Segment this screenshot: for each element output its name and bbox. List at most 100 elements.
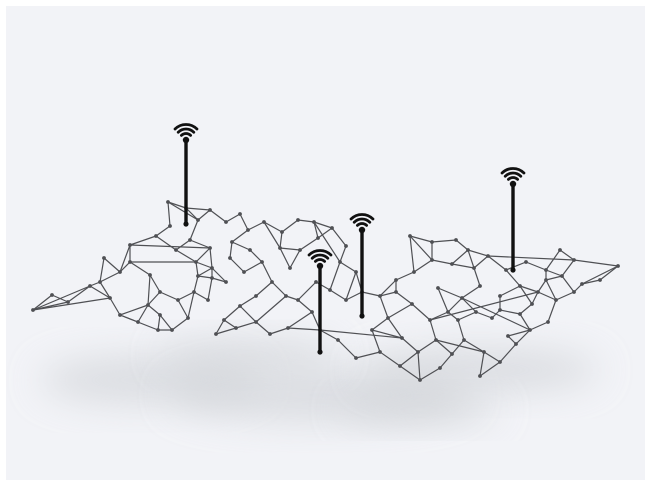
mesh-link xyxy=(129,261,151,276)
mesh-node xyxy=(248,248,252,252)
mesh-node xyxy=(370,328,374,332)
mesh-node xyxy=(310,310,314,314)
mesh-link xyxy=(269,327,289,335)
mesh-node xyxy=(416,350,420,354)
mesh-link xyxy=(195,247,211,263)
mesh-node xyxy=(31,308,35,312)
mesh-node xyxy=(450,262,454,266)
mesh-link xyxy=(99,281,111,299)
mesh-node xyxy=(456,318,460,322)
mesh-link xyxy=(189,219,199,241)
mesh-link xyxy=(429,291,539,321)
mesh-link xyxy=(89,285,111,299)
mesh-link xyxy=(479,351,485,377)
mesh-node xyxy=(88,284,92,288)
mesh-link xyxy=(249,249,263,263)
mesh-link xyxy=(519,303,533,315)
mesh-link xyxy=(499,285,521,297)
mesh-node xyxy=(498,360,502,364)
mesh-link xyxy=(207,277,213,301)
mesh-link xyxy=(225,213,241,223)
mesh-link xyxy=(99,257,105,283)
mesh-node xyxy=(280,230,284,234)
mesh-link xyxy=(223,319,237,329)
mesh-node xyxy=(148,273,152,277)
mesh-link xyxy=(239,295,257,307)
mesh-node xyxy=(412,270,416,274)
mesh-link xyxy=(371,329,381,353)
mesh-edges xyxy=(32,201,619,381)
mesh-node xyxy=(598,278,602,282)
antenna xyxy=(173,123,199,227)
mesh-node xyxy=(478,284,482,288)
antenna xyxy=(500,167,526,273)
mesh-link xyxy=(473,267,481,287)
mesh-link xyxy=(419,367,441,381)
mesh-link xyxy=(455,239,469,251)
mesh-node xyxy=(136,320,140,324)
mesh-link xyxy=(147,304,161,316)
mesh-node xyxy=(498,308,502,312)
mesh-node xyxy=(436,286,440,290)
mesh-link xyxy=(193,275,199,293)
mesh-link xyxy=(147,291,161,306)
mesh-node xyxy=(418,378,422,382)
mesh-link xyxy=(299,237,319,251)
mesh-link xyxy=(545,249,561,271)
mesh-link xyxy=(505,269,521,287)
mesh-node xyxy=(158,313,162,317)
mesh-node xyxy=(330,226,334,230)
mesh-node xyxy=(478,374,482,378)
mesh-nodes xyxy=(31,200,620,382)
mesh-node xyxy=(336,338,340,342)
mesh-node xyxy=(246,228,250,232)
mesh-node xyxy=(174,248,178,252)
mesh-link xyxy=(297,219,315,223)
mesh-node xyxy=(338,260,342,264)
mesh-node xyxy=(524,260,528,264)
mesh-link xyxy=(239,213,249,231)
mesh-link xyxy=(379,279,397,297)
mesh-node xyxy=(398,364,402,368)
mesh-link xyxy=(67,285,91,303)
mesh-node xyxy=(466,248,470,252)
mesh-node xyxy=(158,290,162,294)
mesh-node xyxy=(206,298,210,302)
mesh-node xyxy=(156,328,160,332)
mesh-node xyxy=(504,268,508,272)
mesh-link xyxy=(297,299,313,313)
mesh-link xyxy=(279,231,283,249)
mesh-link xyxy=(211,277,227,283)
mesh-node xyxy=(450,352,454,356)
wifi-icon xyxy=(349,213,375,234)
mesh-link xyxy=(515,329,531,345)
mesh-node xyxy=(482,350,486,354)
mesh-node xyxy=(454,238,458,242)
mesh-node xyxy=(188,238,192,242)
mesh-link xyxy=(431,239,457,243)
mesh-link xyxy=(289,249,301,269)
mesh-node xyxy=(230,240,234,244)
wifi-icon xyxy=(173,123,199,144)
mesh-link xyxy=(355,351,381,359)
mesh-link xyxy=(451,249,469,265)
mesh-node xyxy=(344,244,348,248)
mesh-link xyxy=(32,285,91,311)
mesh-link xyxy=(119,244,131,273)
mesh-link xyxy=(409,235,433,261)
mesh-link xyxy=(409,235,433,243)
mesh-node xyxy=(558,248,562,252)
mesh-node xyxy=(486,254,490,258)
mesh-link xyxy=(435,339,453,355)
mesh-node xyxy=(378,350,382,354)
mesh-node xyxy=(260,260,264,264)
wifi-icon xyxy=(500,167,526,188)
mesh-link xyxy=(379,291,397,297)
mesh-link xyxy=(263,221,283,233)
mesh-link xyxy=(287,311,313,329)
mesh-link xyxy=(573,259,619,267)
mesh-link xyxy=(547,299,557,323)
antenna xyxy=(349,213,375,319)
mesh-node xyxy=(296,218,300,222)
mesh-link xyxy=(247,221,265,231)
